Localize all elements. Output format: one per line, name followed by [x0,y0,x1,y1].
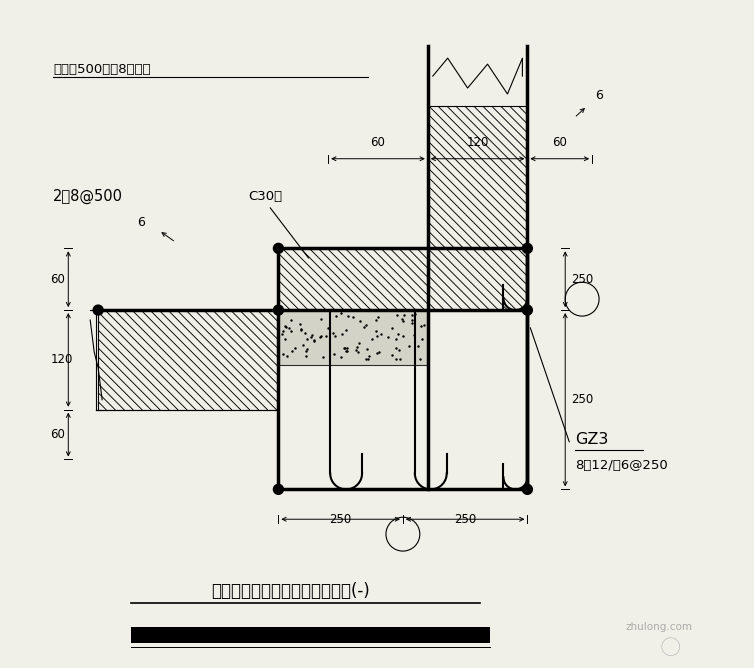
Circle shape [523,243,532,253]
Circle shape [523,305,532,315]
Text: 外围护墙与钉柱转角处连接做法(-): 外围护墙与钉柱转角处连接做法(-) [211,582,369,600]
Text: zhulong.com: zhulong.com [625,622,692,632]
Text: GZ3: GZ3 [575,432,608,447]
Text: 120: 120 [51,353,72,366]
Circle shape [274,243,284,253]
Bar [278,248,428,310]
Text: 60: 60 [51,273,66,286]
Text: 120: 120 [467,136,489,149]
Circle shape [274,484,284,494]
Text: C30纤: C30纤 [249,190,283,203]
Text: 8？12/？6@250: 8？12/？6@250 [575,459,668,472]
Text: 浇高度500设？8拉结筋: 浇高度500设？8拉结筋 [54,63,151,75]
Text: 6: 6 [137,216,145,229]
Text: 6: 6 [595,90,603,102]
Bar [278,310,428,365]
Text: 250: 250 [572,393,593,406]
Text: 60: 60 [51,428,66,441]
Circle shape [93,305,103,315]
Bar [98,310,278,409]
Bar [428,106,527,310]
Text: 60: 60 [370,136,385,149]
Circle shape [274,305,284,315]
Circle shape [523,484,532,494]
Text: 250: 250 [572,273,593,286]
Text: 250: 250 [454,513,477,526]
Text: 250: 250 [329,513,352,526]
Text: 2？8@500: 2？8@500 [54,189,124,204]
Text: 60: 60 [552,136,567,149]
Bar [131,627,489,643]
